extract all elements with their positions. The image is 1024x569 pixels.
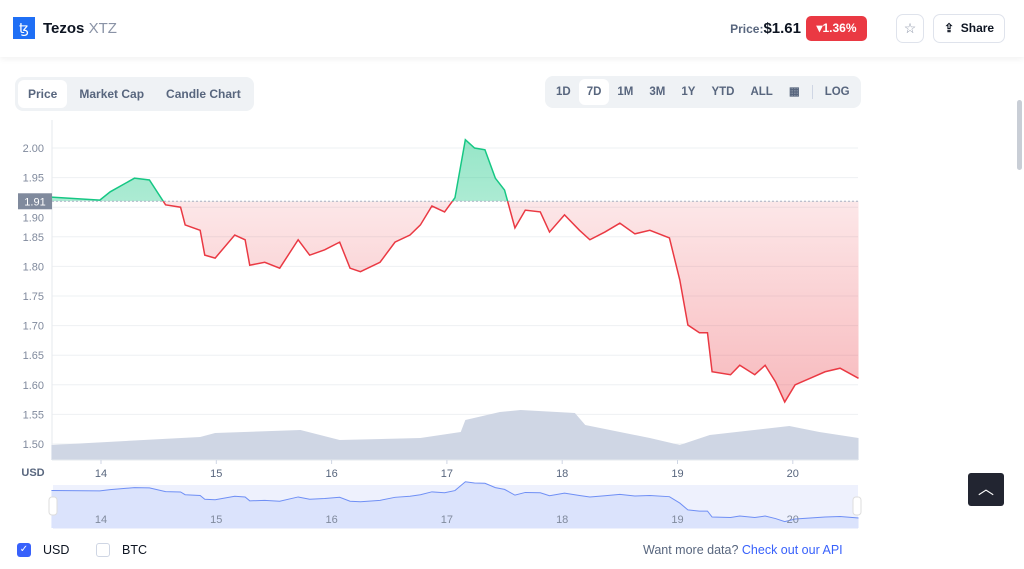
navigator-area	[51, 481, 859, 528]
range-7d[interactable]: 7D	[578, 79, 610, 105]
y-tick-label: 1.75	[23, 291, 44, 303]
range-all[interactable]: ALL	[750, 86, 773, 98]
x-tick-label: 15	[210, 468, 222, 480]
tab-price[interactable]: Price	[18, 80, 68, 108]
star-icon: ☆	[903, 20, 917, 36]
upload-icon: ⇪	[944, 21, 955, 35]
volume-area	[51, 410, 859, 460]
x-tick-label: 18	[556, 468, 568, 480]
price-area-down	[51, 201, 859, 402]
baseline-label-bg	[18, 193, 52, 210]
page-scrollbar[interactable]	[1017, 100, 1022, 170]
y-tick-label: 2.00	[23, 143, 44, 155]
x-tick-label: 20	[787, 468, 799, 480]
y-tick-label: 1.90	[23, 212, 44, 224]
calendar-icon[interactable]: ▦	[788, 86, 800, 98]
range-ytd[interactable]: YTD	[711, 86, 735, 98]
tezos-logo-icon: ꜩ	[13, 17, 35, 39]
y-tick-label: 1.80	[23, 261, 44, 273]
scroll-to-top-button[interactable]: ︿	[968, 473, 1004, 506]
usd-label: USD	[43, 543, 70, 557]
y-tick-label: 1.50	[23, 439, 44, 451]
y-tick-label: 1.70	[23, 321, 44, 333]
range-1y[interactable]: 1Y	[681, 86, 696, 98]
time-range-selector: 1D 7D 1M 3M 1Y YTD ALL ▦ LOG	[545, 76, 861, 108]
navigator-handle[interactable]	[852, 496, 862, 516]
navigator-tick-label: 20	[787, 514, 799, 526]
caret-down-icon: ▾	[816, 21, 823, 35]
y-tick-label: 1.55	[23, 409, 44, 421]
btc-checkbox[interactable]	[96, 543, 110, 557]
divider	[811, 85, 813, 99]
navigator-tick-label: 15	[210, 514, 222, 526]
range-1d[interactable]: 1D	[556, 86, 571, 98]
navigator-handle[interactable]	[48, 496, 58, 516]
api-promo: Want more data? Check out our API	[643, 543, 843, 557]
header: ꜩ Tezos XTZ Price:$1.61 ▾1.36% ☆ ⇪ Share	[0, 0, 1024, 57]
y-tick-label: 1.85	[23, 232, 44, 244]
coin-title: Tezos XTZ	[43, 20, 117, 37]
range-1m[interactable]: 1M	[617, 86, 634, 98]
y-tick-label: 1.95	[23, 173, 44, 185]
tab-market-cap[interactable]: Market Cap	[79, 87, 145, 101]
navigator-tick-label: 19	[671, 514, 683, 526]
usd-checkbox[interactable]: ✓	[17, 543, 31, 557]
navigator-line	[51, 481, 859, 523]
log-scale-toggle[interactable]: LOG	[824, 86, 850, 98]
price-change-value: 1.36%	[822, 21, 857, 35]
share-button[interactable]: ⇪ Share	[933, 14, 1005, 43]
navigator-tick-label: 14	[95, 514, 107, 526]
range-3m[interactable]: 3M	[649, 86, 666, 98]
price-line-up	[51, 138, 509, 202]
chevron-up-icon: ︿	[977, 481, 994, 498]
chart-type-tabs: Price Market Cap Candle Chart	[15, 77, 254, 111]
x-tick-label: 19	[671, 468, 683, 480]
navigator-tick-label: 18	[556, 514, 568, 526]
navigator-tick-label: 16	[325, 514, 337, 526]
coin-symbol: XTZ	[88, 20, 117, 37]
price-area-up	[51, 139, 508, 202]
y-tick-label: 1.65	[23, 350, 44, 362]
watchlist-star-button[interactable]: ☆	[896, 14, 924, 43]
btc-label: BTC	[122, 543, 147, 557]
price-value: $1.61	[763, 20, 801, 37]
y-tick-label: 1.60	[23, 380, 44, 392]
currency-axis-label: USD	[21, 467, 44, 479]
price-change-badge: ▾1.36%	[806, 16, 867, 41]
x-tick-label: 17	[441, 468, 453, 480]
price-line-down	[162, 201, 859, 404]
x-tick-label: 14	[95, 468, 107, 480]
share-label: Share	[960, 21, 995, 35]
baseline-label: 1.91	[24, 196, 45, 208]
navigator-tick-label: 17	[441, 514, 453, 526]
api-link[interactable]: Check out our API	[741, 543, 843, 557]
api-text: Want more data?	[643, 543, 739, 557]
coin-name: Tezos	[43, 20, 85, 37]
price-label: Price:	[730, 22, 764, 36]
price-display: Price:$1.61	[730, 20, 801, 37]
x-tick-label: 16	[325, 468, 337, 480]
tab-candle-chart[interactable]: Candle Chart	[166, 87, 241, 101]
